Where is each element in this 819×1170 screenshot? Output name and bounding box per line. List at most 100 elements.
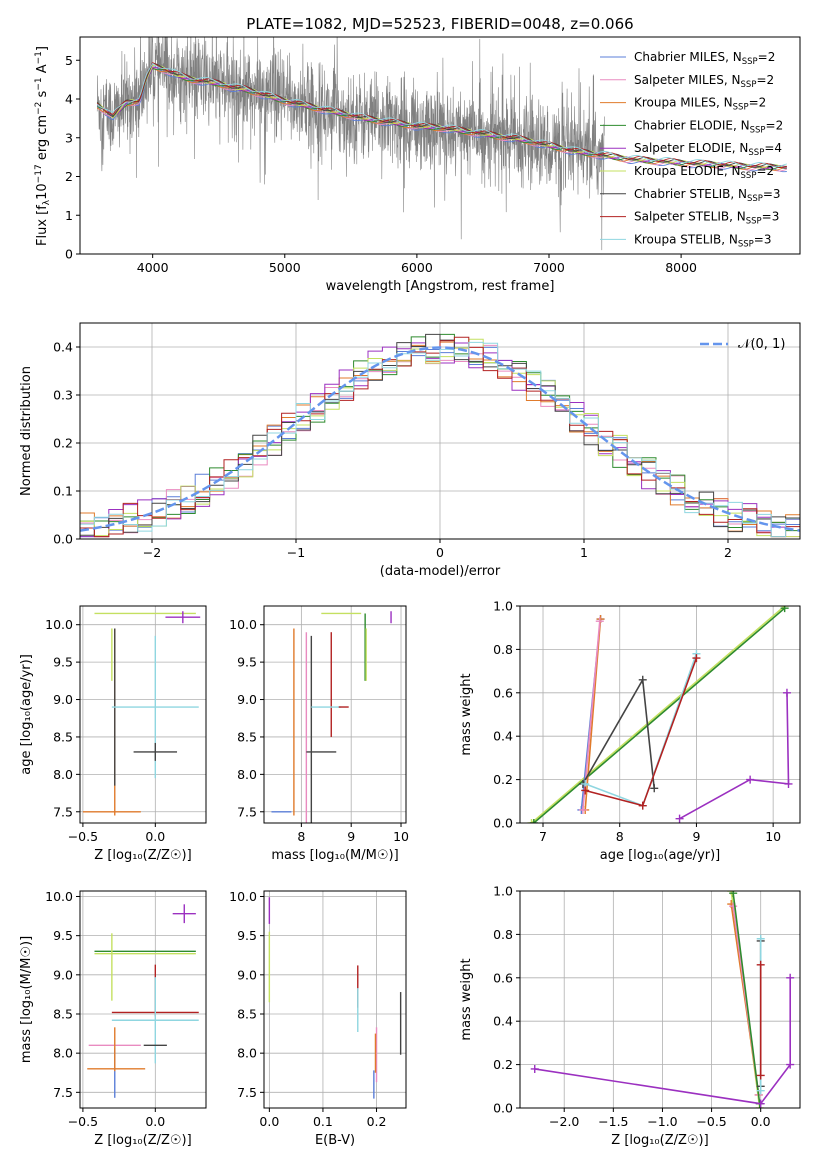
plot-area [80,333,800,538]
marker-salpeter_elodie [786,1060,795,1069]
y-tick-label: 7.5 [237,1085,257,1100]
x-axis-label: Z [log₁₀(Z/Z☉)] [94,1133,191,1148]
x-tick-label: −2.0 [549,1114,579,1129]
axes-frame [79,890,207,1109]
y-axis-label-part: λ [42,199,52,205]
observed-spectrum [96,37,605,251]
marker-salpeter_elodie [756,1099,765,1108]
legend-sub: SSP [741,171,757,181]
legend-tail: =2 [766,118,784,132]
x-axis-label: Z [log₁₀(Z/Z☉)] [94,848,191,863]
x-tick-label: 9 [347,829,355,844]
y-tick-label: 0 [65,247,73,262]
y-axis-label-part: erg cm [35,115,50,164]
y-tick-label: 8.5 [237,1006,257,1021]
marker-salpeter_stelib [638,801,647,810]
legend-tail: =4 [764,141,782,155]
plot-area [82,611,201,816]
y-tick-label: 5 [65,53,73,68]
marker-salpeter_stelib [756,960,765,969]
y-tick-label: 8.5 [53,1006,73,1021]
y-tick-label: 8.0 [237,767,257,782]
chart-mass_vs_Z: −0.5 0.0 7.5 8.0 8.5 9.0 9.5 10.0 Z [log₁₀(Z/Z☉)… [19,889,207,1148]
x-tick-label: −1.0 [647,1114,677,1129]
marker-chabrier_elodie [780,606,789,613]
plot-area [530,891,795,1108]
axes-frame [263,605,407,824]
x-axis-label: wavelength [Angstrom, rest frame] [326,279,555,294]
legend-sub: SSP [733,103,749,113]
x-axis-label: E(B-V) [315,1133,355,1148]
chart-massweight_vs_Z: −2.0 −1.5 −1.0 −0.5 0.0 0.0 0.2 0.4 0.6 0.8 1.0 Z [… [459,884,801,1148]
series-chabrier_elodie [732,893,761,1104]
marker-salpeter_miles [729,902,738,911]
legend-label-salpeter_stelib: Salpeter STELIB, NSSP=3 [634,210,779,227]
marker-kroupa_stelib [756,934,765,943]
y-tick-label: 8.0 [237,1046,257,1061]
y-tick-label: 1.0 [493,884,513,899]
y-tick-label: 4 [65,92,73,107]
x-tick-label: 7000 [533,260,565,275]
y-tick-label: 9.5 [53,928,73,943]
y-tick-label: 0.4 [53,340,73,355]
plot-area [271,611,392,823]
axes-frame [263,890,407,1109]
marker-salpeter_elodie [782,688,791,697]
marker-kroupa_elodie [527,819,536,823]
legend-label-salpeter_elodie: Salpeter ELODIE, NSSP=4 [634,141,782,158]
y-tick-label: 0.0 [493,1101,513,1116]
x-tick-label: −0.5 [68,829,98,844]
panels: Chabrier MILES, NSSP=2 Salpeter MILES, NS… [19,36,801,1148]
legend-tail: =3 [763,187,781,201]
y-tick-label: 1.0 [493,599,513,614]
x-axis-label: mass [log₁₀(M/M☉)] [271,848,398,863]
chart-spectrum: Chabrier MILES, NSSP=2 Salpeter MILES, NS… [34,36,801,294]
plot-area [527,606,793,823]
marker-chabrier_stelib [650,784,659,793]
y-tick-label: 0.8 [493,927,513,942]
y-axis-label-part: s [35,90,50,101]
y-tick-label: 10.0 [229,617,257,632]
legend-sub: SSP [746,217,762,227]
y-axis-label-part: −1 [34,51,44,64]
axes-frame [519,605,801,824]
x-tick-label: 8000 [665,260,697,275]
legend-label-chabrier_elodie: Chabrier ELODIE, NSSP=2 [634,118,783,135]
legend-sub: SSP [742,57,758,67]
legend-label-kroupa_elodie: Kroupa ELODIE, NSSP=2 [634,164,774,181]
y-tick-label: 9.5 [237,655,257,670]
x-tick-label: 4000 [137,260,169,275]
y-tick-label: 9.0 [237,967,257,982]
x-tick-label: −2 [143,545,161,560]
marker-chabrier_elodie [529,819,538,823]
legend-label-gaussian: 𝒩(0, 1) [738,337,785,352]
x-tick-label: −0.5 [696,1114,726,1129]
marker-salpeter_elodie [786,973,795,982]
series-chabrier_elodie [533,607,786,823]
marker-salpeter_miles [595,617,604,626]
x-axis-label: Z [log₁₀(Z/Z☉)] [611,1133,708,1148]
marker-salpeter_stelib [756,1071,765,1080]
y-tick-label: 2 [65,169,73,184]
legend-label-chabrier_stelib: Chabrier STELIB, NSSP=3 [634,187,781,204]
x-axis-label: age [log₁₀(age/yr)] [600,848,721,863]
y-tick-label: 7.5 [237,804,257,819]
x-tick-label: 10 [393,829,409,844]
legend-sub: SSP [738,239,754,249]
y-tick-label: 7.5 [53,804,73,819]
y-tick-label: 9.5 [53,655,73,670]
y-axis-label-part: 10 [35,183,50,200]
chart-mass_vs_ebv: 0.0 0.1 0.2 7.5 8.0 8.5 9.0 9.5 10.0 E(B-V) [229,889,407,1148]
y-axis-label: mass weight [459,958,474,1040]
y-tick-label: 0.8 [493,642,513,657]
marker-salpeter_elodie [746,775,755,784]
x-tick-label: 0.0 [145,829,165,844]
y-tick-label: 0.3 [53,388,73,403]
x-tick-label: 0.2 [367,1114,387,1129]
legend-sub: SSP [748,148,764,158]
y-tick-label: 0.0 [53,532,73,547]
y-tick-label: 8.5 [53,729,73,744]
marker-salpeter_stelib [581,786,590,795]
plot-area [96,37,787,251]
